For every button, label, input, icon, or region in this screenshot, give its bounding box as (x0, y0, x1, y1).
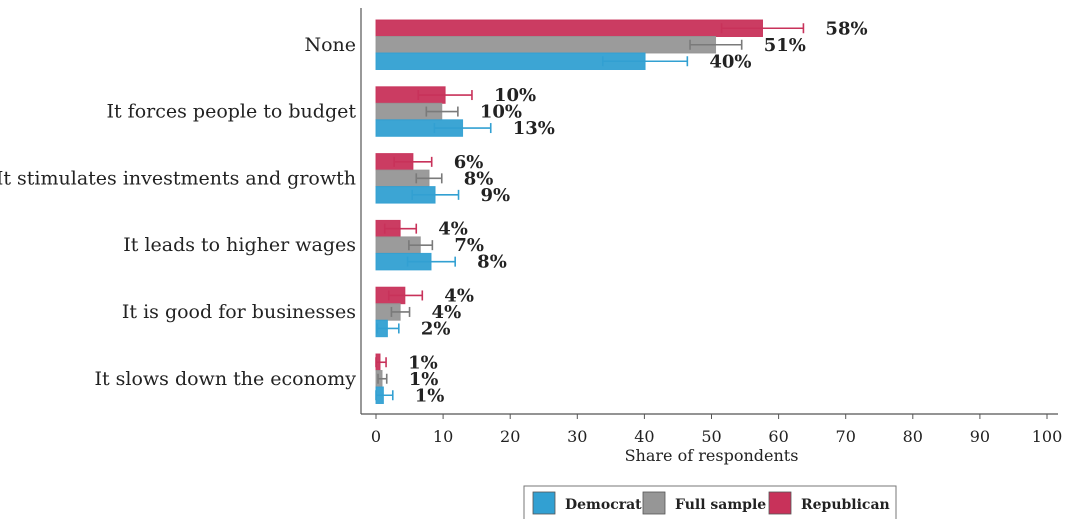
data-label-full-sample-it-slows-down-the-economy: 1% (409, 369, 439, 390)
data-label-republican-it-leads-to-higher-wages: 4% (438, 219, 468, 240)
data-label-republican-it-slows-down-the-economy: 1% (408, 352, 438, 373)
data-label-full-sample-it-stimulates-investments-and-growth: 8% (464, 168, 494, 189)
bar-republican-none (375, 19, 763, 37)
x-tick-label-90: 90 (970, 427, 990, 446)
data-label-republican-it-stimulates-investments-and-growth: 6% (454, 152, 484, 173)
category-label-it-stimulates-investments-and-growth: It stimulates investments and growth (0, 167, 356, 189)
data-label-democrat-it-stimulates-investments-and-growth: 9% (481, 185, 511, 206)
category-label-it-leads-to-higher-wages: It leads to higher wages (123, 234, 356, 256)
bar-full-sample-none (375, 36, 717, 54)
x-tick-label-100: 100 (1032, 427, 1063, 446)
data-label-full-sample-it-leads-to-higher-wages: 7% (454, 235, 484, 256)
category-label-it-forces-people-to-budget: It forces people to budget (107, 101, 357, 123)
x-tick-label-30: 30 (567, 427, 587, 446)
category-label-it-slows-down-the-economy: It slows down the economy (94, 368, 356, 390)
legend-swatch-democrat (532, 491, 556, 515)
x-tick-label-10: 10 (433, 427, 453, 446)
data-label-democrat-it-is-good-for-businesses: 2% (421, 318, 451, 339)
data-label-republican-none: 58% (825, 18, 867, 39)
legend-box (523, 485, 897, 519)
category-label-none: None (304, 34, 356, 56)
data-label-full-sample-it-forces-people-to-budget: 10% (480, 102, 522, 123)
data-label-democrat-none: 40% (709, 51, 751, 72)
legend-label-republican: Republican (801, 497, 890, 513)
x-tick-label-20: 20 (500, 427, 520, 446)
labels-layer: None 58% 51% 40% It forces people to budget 1… (0, 18, 868, 406)
x-tick-label-0: 0 (371, 427, 381, 446)
x-tick-label-70: 70 (836, 427, 856, 446)
x-tick-label-40: 40 (634, 427, 654, 446)
x-tick-label-50: 50 (701, 427, 721, 446)
category-label-it-is-good-for-businesses: It is good for businesses (122, 301, 356, 323)
data-label-democrat-it-slows-down-the-economy: 1% (415, 385, 445, 406)
legend-label-full-sample: Full sample (675, 497, 766, 513)
data-label-full-sample-none: 51% (764, 35, 806, 56)
data-label-democrat-it-leads-to-higher-wages: 8% (477, 252, 507, 273)
data-label-republican-it-is-good-for-businesses: 4% (444, 285, 474, 306)
data-label-republican-it-forces-people-to-budget: 10% (494, 85, 536, 106)
x-tick-label-60: 60 (768, 427, 788, 446)
axes-layer: 0 10 20 30 40 50 60 70 80 90 100 Share of responden… (360, 8, 1063, 465)
legend-swatch-full-sample (642, 491, 666, 515)
legend-swatch-republican (768, 491, 792, 515)
legend: Democrat Full sample Republican (523, 485, 897, 519)
x-tick-label-80: 80 (903, 427, 923, 446)
data-label-full-sample-it-is-good-for-businesses: 4% (432, 302, 462, 323)
legend-label-democrat: Democrat (565, 497, 642, 513)
data-label-democrat-it-forces-people-to-budget: 13% (513, 118, 555, 139)
x-axis-title: Share of respondents (625, 446, 799, 465)
bars-layer (375, 19, 805, 404)
